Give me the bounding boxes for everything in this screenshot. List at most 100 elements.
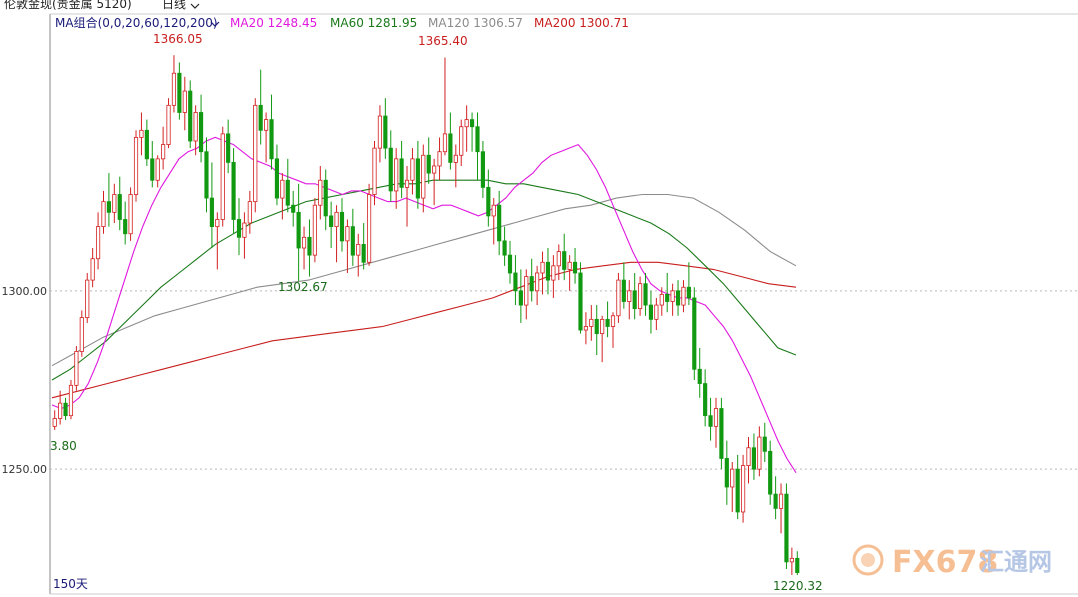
candle (432, 158, 437, 206)
candle-body-down (274, 158, 280, 199)
candle-body-up (334, 211, 339, 228)
candle-body-up (600, 318, 605, 335)
low-last-label: 1220.32 (773, 579, 823, 593)
candle-body-down (643, 283, 648, 306)
candle-body-up (182, 90, 187, 113)
candle (567, 255, 572, 291)
candle-body-down (204, 151, 209, 199)
candle-body-down (291, 204, 296, 213)
candle (52, 410, 57, 430)
candle (480, 141, 485, 199)
candle (703, 369, 708, 427)
candle-body-up (242, 222, 247, 238)
candle-body-down (719, 408, 724, 459)
candle (404, 165, 410, 227)
candle (724, 440, 729, 505)
candle-body-down (177, 72, 182, 113)
candle-body-down (350, 226, 355, 256)
candle (410, 148, 415, 195)
candle (307, 219, 312, 277)
candle (795, 551, 800, 576)
candle (128, 187, 133, 241)
candle-body-down (399, 158, 404, 188)
candle (453, 144, 458, 188)
candle-body-down (686, 286, 691, 299)
candle (719, 397, 724, 470)
candle (594, 305, 599, 356)
candle (95, 212, 101, 270)
candle (106, 173, 111, 227)
candle-body-down (665, 293, 670, 302)
candle-body-up (551, 265, 556, 281)
candle (68, 379, 74, 420)
candle-body-down (296, 211, 301, 249)
candle-body-down (144, 129, 149, 160)
candle (491, 198, 496, 245)
watermark-text: FX678 (892, 545, 998, 580)
candle (63, 397, 68, 420)
candle-body-down (697, 368, 702, 384)
candle (112, 183, 117, 224)
candle (778, 483, 784, 534)
candle (789, 547, 794, 576)
candle (545, 248, 551, 295)
candle-body-down (117, 194, 122, 220)
candle-body-up (312, 204, 317, 256)
candle-body-down (388, 147, 393, 192)
candle (475, 112, 480, 181)
candle-body-up (432, 165, 437, 174)
candle (367, 183, 372, 266)
candle (123, 201, 128, 245)
candle (497, 190, 502, 256)
candle (572, 248, 578, 284)
candle-body-up (394, 158, 399, 192)
candle (459, 119, 464, 166)
candle (209, 162, 214, 249)
candle-body-up (68, 384, 74, 417)
candle (264, 112, 269, 163)
ma-group-label[interactable]: MA组合(0,0,20,60,120,200) (55, 15, 218, 30)
candle (329, 201, 334, 249)
candle-body-up (741, 465, 746, 513)
candle-body-down (768, 450, 773, 495)
candle (274, 144, 280, 206)
candle-body-down (594, 318, 599, 335)
candle (58, 390, 63, 425)
candle-body-up (459, 126, 464, 156)
chevron-down-icon[interactable] (190, 3, 200, 9)
candle-body-up (52, 418, 57, 427)
candle (632, 272, 637, 320)
candle (269, 94, 274, 170)
candle (220, 126, 225, 227)
legend-ma60: MA60 1281.95 (330, 16, 417, 30)
grid-lines: 1300.00 1250.00 (2, 285, 1078, 476)
period-label[interactable]: 日线 (162, 0, 186, 11)
candle (247, 190, 252, 234)
candle (253, 98, 258, 213)
y-tick-label: 1250.00 (2, 463, 48, 476)
candle (339, 198, 345, 252)
candle-body-up (730, 468, 735, 488)
candle-body-down (513, 272, 518, 292)
symbol-title: 伦敦金现(贵金属 5120) (4, 0, 132, 11)
candle-body-up (464, 119, 469, 128)
candle-body-up (166, 104, 171, 145)
candle-body-down (361, 244, 366, 263)
candle (139, 112, 144, 156)
candle-body-up (58, 402, 63, 419)
candle (751, 433, 757, 480)
candle (198, 94, 204, 163)
candle-body-down (784, 493, 789, 563)
chevron-down-icon[interactable] (210, 21, 220, 27)
fx678-logo-icon (852, 544, 884, 576)
candle (204, 137, 209, 213)
candle (605, 301, 610, 338)
candle (616, 272, 621, 323)
candle-body-down (724, 458, 729, 488)
candle (345, 219, 350, 273)
candle-body-up (757, 436, 762, 470)
candle-body-down (502, 240, 507, 256)
candle-body-up (220, 133, 225, 220)
candle (350, 208, 355, 266)
